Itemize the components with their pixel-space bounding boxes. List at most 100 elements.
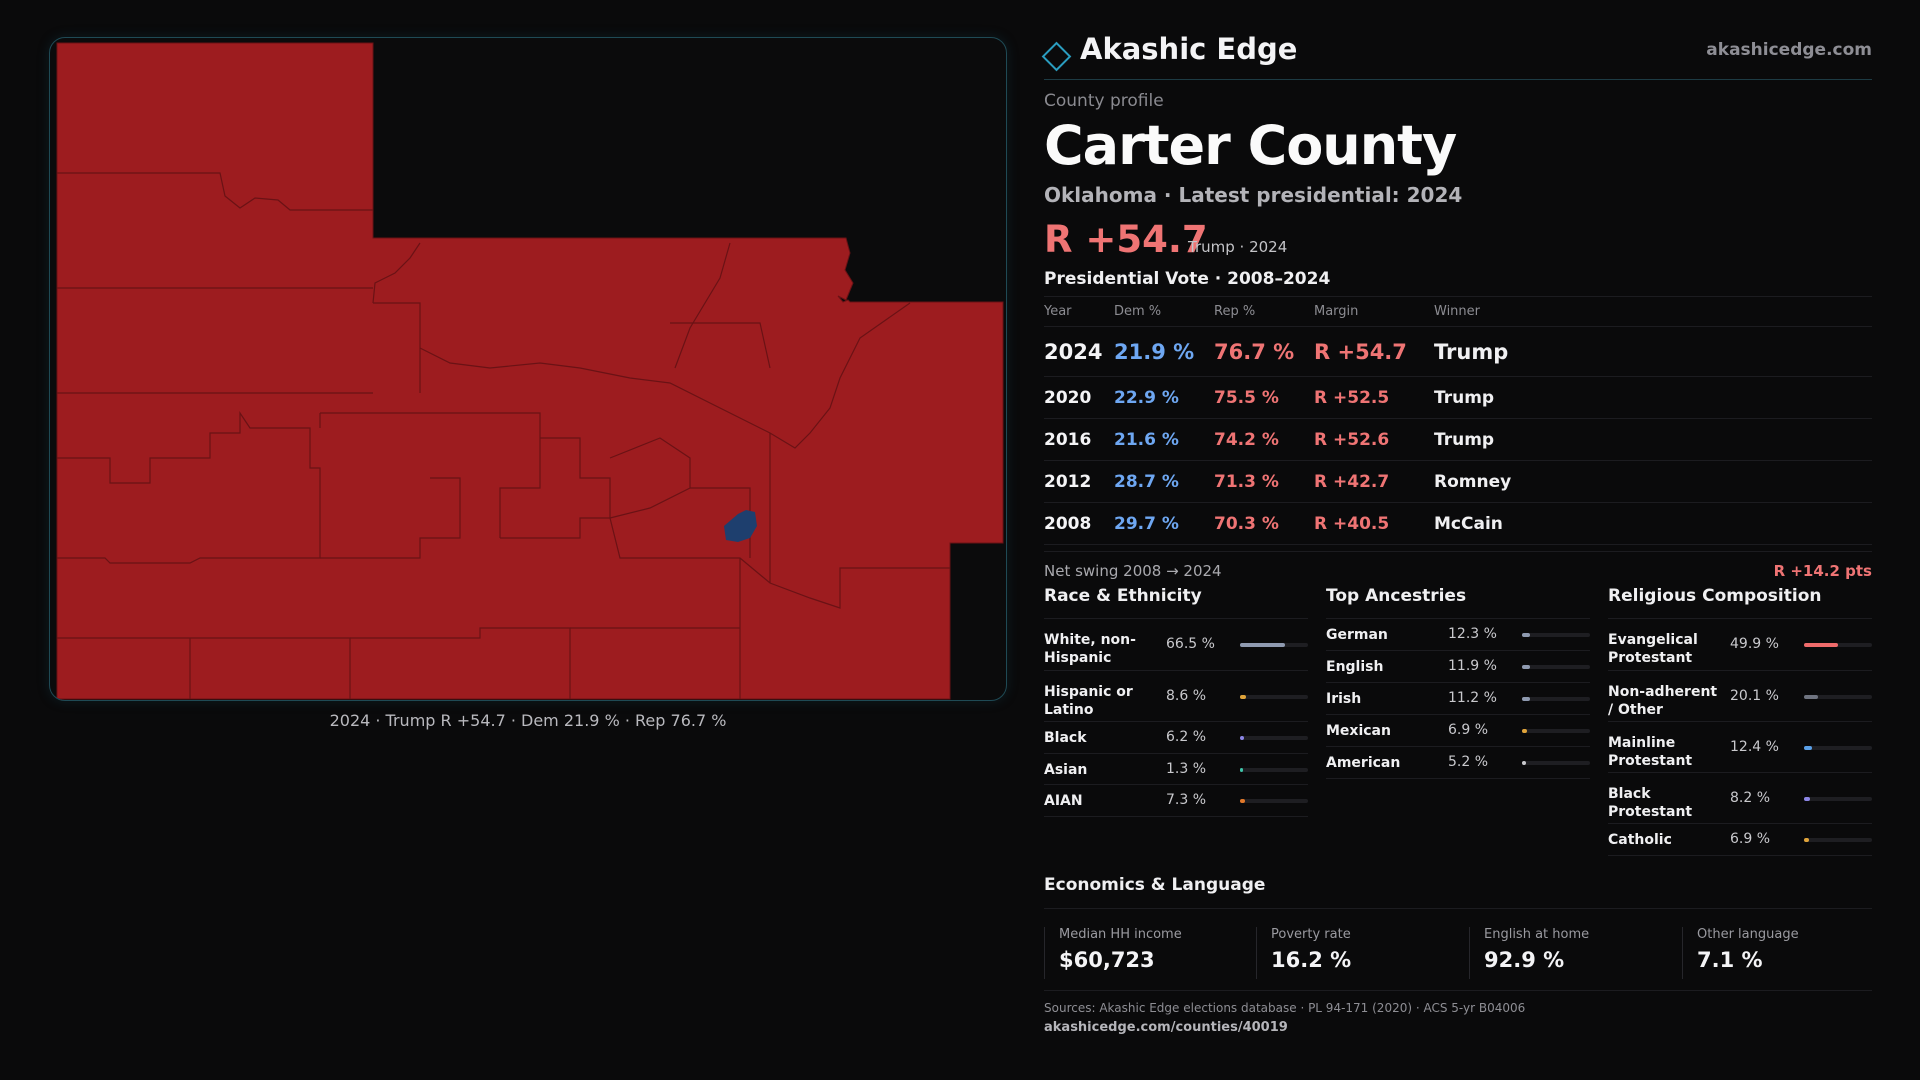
item-pct: 20.1 % xyxy=(1730,687,1779,704)
stat-value: 7.1 % xyxy=(1697,948,1763,972)
list-item: Hispanic or Latino 8.6 % xyxy=(1044,671,1308,722)
item-pct: 6.9 % xyxy=(1448,722,1489,738)
item-bar-fill xyxy=(1522,697,1530,701)
brand-name[interactable]: Akashic Edge xyxy=(1080,32,1298,66)
list-item: Evangelical Protestant 49.9 % xyxy=(1608,619,1872,671)
item-pct: 49.9 % xyxy=(1730,636,1779,652)
list-item: White, non-Hispanic 66.5 % xyxy=(1044,619,1308,671)
item-pct: 8.6 % xyxy=(1166,687,1207,704)
cell-year: 2016 xyxy=(1044,418,1114,461)
county-url-link[interactable]: akashicedge.com/counties/40019 xyxy=(1044,1020,1288,1035)
county-precinct-dem[interactable] xyxy=(724,510,757,542)
item-name: Black xyxy=(1044,730,1087,746)
list-item: Black 6.2 % xyxy=(1044,722,1308,754)
vote-table: Year Dem % Rep % Margin Winner 2024 21.9… xyxy=(1044,296,1872,545)
item-pct: 12.3 % xyxy=(1448,626,1497,642)
economics-title: Economics & Language xyxy=(1044,875,1872,909)
map-caption: 2024 · Trump R +54.7 · Dem 21.9 % · Rep … xyxy=(329,711,727,730)
stat-label: English at home xyxy=(1484,927,1590,942)
item-pct: 6.9 % xyxy=(1730,831,1771,847)
header-dem: Dem % xyxy=(1114,296,1214,327)
item-bar-fill xyxy=(1240,799,1245,803)
sources-note: Sources: Akashic Edge elections database… xyxy=(1044,1001,1526,1015)
religion-section: Religious Composition Evangelical Protes… xyxy=(1608,585,1872,856)
county-map[interactable] xyxy=(49,37,1007,701)
list-item: German 12.3 % xyxy=(1326,619,1590,651)
item-pct: 12.4 % xyxy=(1730,738,1779,755)
ancestry-section: Top Ancestries German 12.3 % English 11.9 %… xyxy=(1326,585,1590,779)
item-bar-track xyxy=(1804,838,1872,842)
race-title: Race & Ethnicity xyxy=(1044,585,1308,619)
cell-year: 2012 xyxy=(1044,460,1114,503)
item-name: Non-adherent / Other xyxy=(1608,684,1718,718)
item-bar-fill xyxy=(1240,694,1246,699)
table-row: 2016 21.6 % 74.2 % R +52.6 Trump xyxy=(1044,418,1872,461)
item-name: Black Protestant xyxy=(1608,786,1693,820)
stat-english: English at home 92.9 % xyxy=(1469,927,1669,979)
cell-dem: 22.9 % xyxy=(1114,376,1214,419)
stat-value: 92.9 % xyxy=(1484,948,1565,972)
table-row: 2024 21.9 % 76.7 % R +54.7 Trump xyxy=(1044,326,1872,377)
county-map-svg[interactable] xyxy=(50,38,1007,701)
item-bar-track xyxy=(1240,736,1308,740)
page-subtitle: Oklahoma · Latest presidential: 2024 xyxy=(1044,183,1463,207)
item-bar-track xyxy=(1804,694,1872,699)
list-item: English 11.9 % xyxy=(1326,651,1590,683)
item-bar-fill xyxy=(1804,838,1809,842)
list-item: Mainline Protestant 12.4 % xyxy=(1608,722,1872,773)
stat-value: $60,723 xyxy=(1059,948,1155,972)
header-margin: Margin xyxy=(1314,296,1434,327)
cell-margin: R +52.5 xyxy=(1314,376,1434,419)
race-list: White, non-Hispanic 66.5 % Hispanic or Lat… xyxy=(1044,619,1308,817)
profile-kicker: County profile xyxy=(1044,91,1164,111)
stat-other-language: Other language 7.1 % xyxy=(1682,927,1882,979)
item-bar-fill xyxy=(1522,665,1531,669)
item-name: Hispanic or Latino xyxy=(1044,684,1133,718)
header-rep: Rep % xyxy=(1214,296,1314,327)
header-winner: Winner xyxy=(1434,296,1872,327)
item-bar-track xyxy=(1804,643,1872,647)
cell-rep: 70.3 % xyxy=(1214,502,1314,545)
cell-dem: 28.7 % xyxy=(1114,460,1214,503)
stat-label: Median HH income xyxy=(1059,927,1182,942)
cell-year: 2008 xyxy=(1044,502,1114,545)
cell-rep: 74.2 % xyxy=(1214,418,1314,461)
item-bar-track xyxy=(1804,745,1872,750)
county-precincts-rep[interactable] xyxy=(56,42,1004,700)
demographics: Race & Ethnicity White, non-Hispanic 66.5… xyxy=(1044,585,1872,875)
header-bar: Akashic Edge akashicedge.com xyxy=(1041,30,1872,80)
list-item: Black Protestant 8.2 % xyxy=(1608,773,1872,824)
cell-dem: 21.6 % xyxy=(1114,418,1214,461)
item-name: White, non-Hispanic xyxy=(1044,632,1136,666)
cell-rep: 76.7 % xyxy=(1214,326,1314,377)
list-item: Asian 1.3 % xyxy=(1044,754,1308,785)
item-bar-fill xyxy=(1804,796,1810,801)
county-profile-panel: Akashic Edge akashicedge.com County prof… xyxy=(1041,30,1872,1035)
site-link[interactable]: akashicedge.com xyxy=(1706,40,1872,60)
precinct-boundaries xyxy=(57,172,950,699)
item-pct: 8.2 % xyxy=(1730,789,1771,806)
list-item: Catholic 6.9 % xyxy=(1608,824,1872,856)
stat-poverty: Poverty rate 16.2 % xyxy=(1256,927,1456,979)
stat-value: 16.2 % xyxy=(1271,948,1352,972)
cell-rep: 75.5 % xyxy=(1214,376,1314,419)
table-row: 2012 28.7 % 71.3 % R +42.7 Romney xyxy=(1044,460,1872,503)
item-name: Mainline Protestant xyxy=(1608,735,1693,769)
item-bar-track xyxy=(1522,697,1590,701)
item-bar-track xyxy=(1522,633,1590,637)
item-name: Evangelical Protestant xyxy=(1608,632,1698,666)
item-bar-track xyxy=(1522,729,1590,733)
cell-margin: R +52.6 xyxy=(1314,418,1434,461)
cell-margin: R +54.7 xyxy=(1314,326,1434,377)
item-name: AIAN xyxy=(1044,793,1083,809)
stat-label: Poverty rate xyxy=(1271,927,1351,942)
net-swing-value: R +14.2 pts xyxy=(1773,562,1872,580)
list-item: American 5.2 % xyxy=(1326,747,1590,779)
list-item: AIAN 7.3 % xyxy=(1044,785,1308,817)
race-section: Race & Ethnicity White, non-Hispanic 66.5… xyxy=(1044,585,1308,817)
cell-winner: Romney xyxy=(1434,460,1872,503)
item-name: English xyxy=(1326,659,1384,675)
vote-table-header: Year Dem % Rep % Margin Winner xyxy=(1044,296,1872,327)
cell-margin: R +42.7 xyxy=(1314,460,1434,503)
item-pct: 7.3 % xyxy=(1166,792,1207,808)
